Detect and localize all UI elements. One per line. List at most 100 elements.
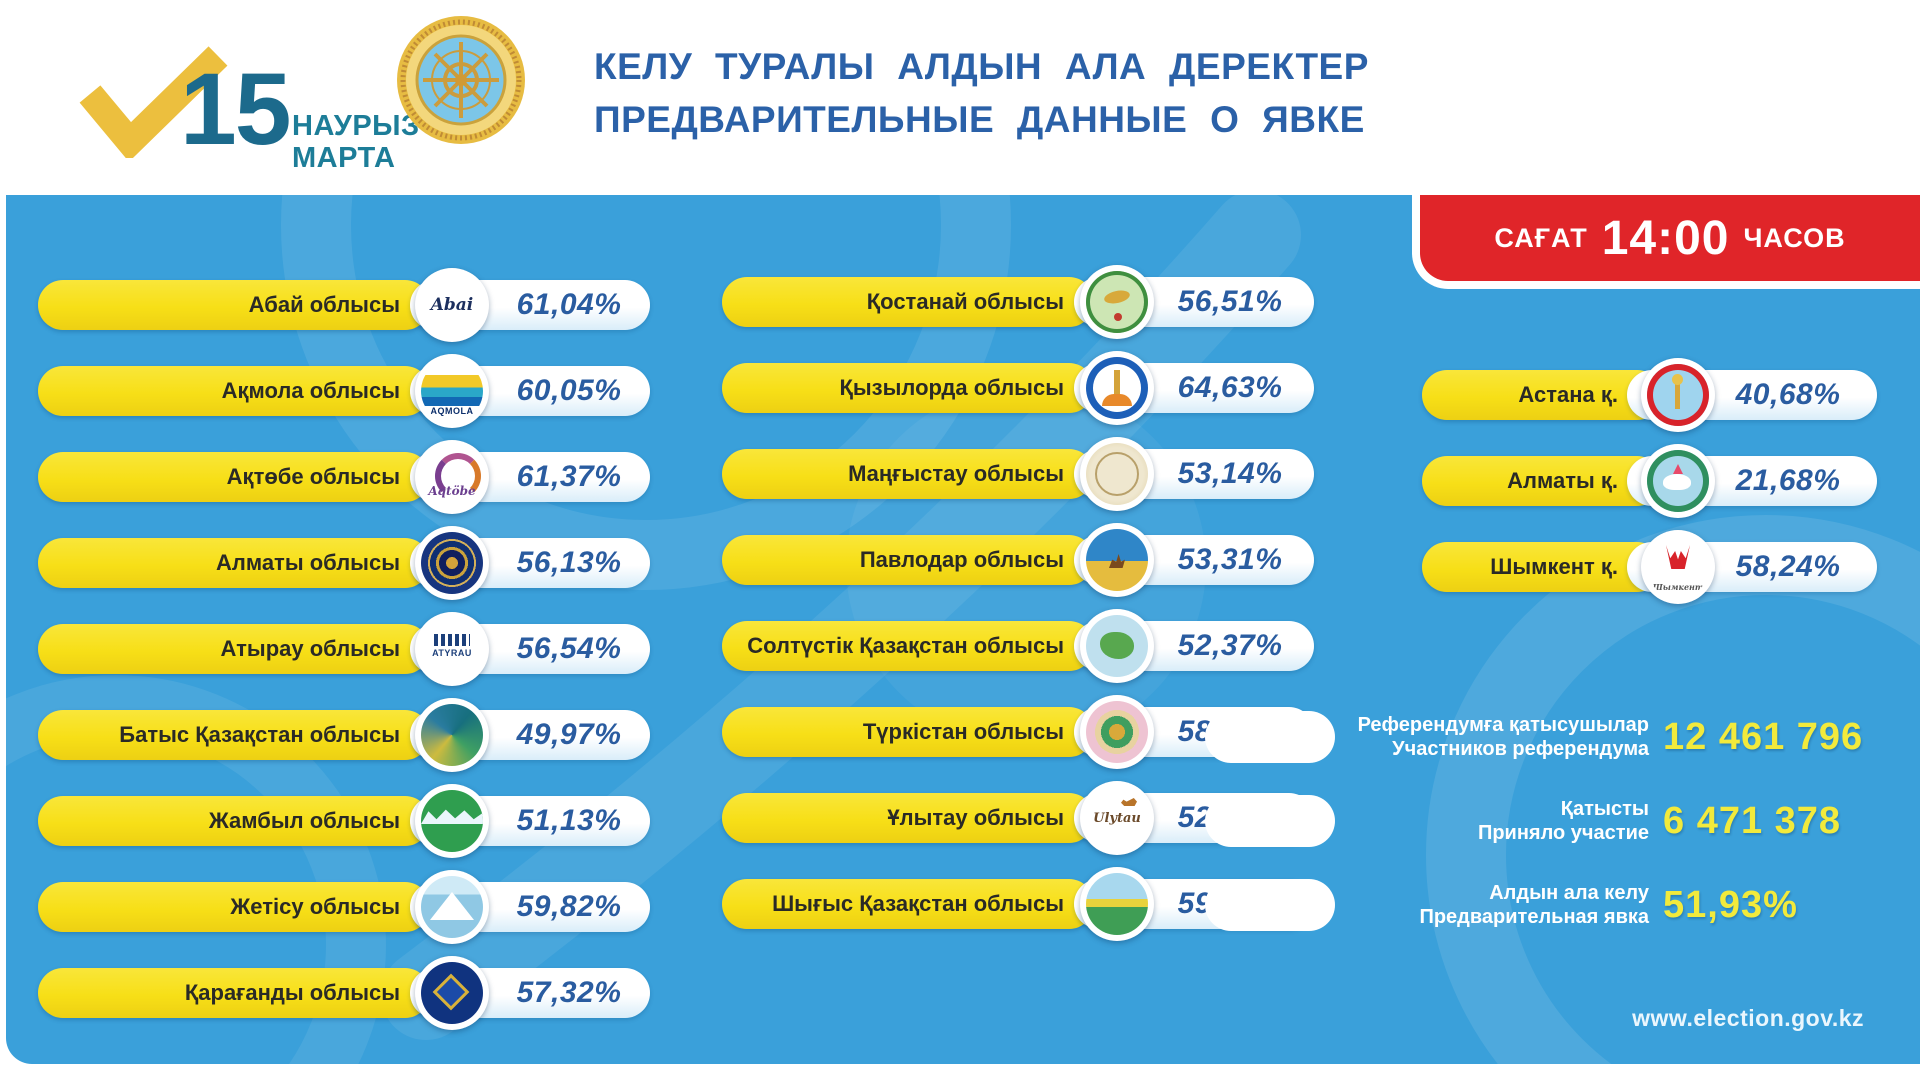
region-name: Жетісу облысы: [230, 894, 400, 919]
region-emblem-core: [1086, 529, 1148, 591]
turnout-value: 40,68%: [1735, 378, 1841, 411]
stat-value: 51,93%: [1663, 883, 1798, 926]
logo-months: НАУРЫЗ МАРТА: [292, 110, 420, 175]
region-row: Алматы облысы 56,13%: [38, 526, 650, 600]
region-name: Солтүстік Қазақстан облысы: [747, 633, 1064, 658]
region-row: Солтүстік Қазақстан облысы 52,37%: [722, 609, 1314, 683]
stat-bullet-decoration: [1205, 711, 1335, 763]
region-row: Маңғыстау облысы 53,14%: [722, 437, 1314, 511]
stat-labels: Қатысты Приняло участие: [1349, 797, 1649, 846]
region-name: Шығыс Қазақстан облысы: [772, 891, 1064, 916]
region-name-pill: Қостанай облысы: [722, 277, 1094, 327]
qyzylorda-emblem-icon: [1080, 351, 1154, 425]
turnout-value: 56,51%: [1177, 285, 1283, 318]
region-name-pill: Павлодар облысы: [722, 535, 1094, 585]
region-emblem-core: [1086, 701, 1148, 763]
turnout-value: 56,13%: [516, 546, 622, 579]
stat-label-ru: Приняло участие: [1477, 822, 1649, 844]
region-name: Ақтөбе облысы: [226, 464, 400, 489]
time-badge-red-panel: САҒАТ 14:00 ЧАСОВ: [1420, 195, 1920, 281]
logo-month-ru: МАРТА: [292, 142, 396, 175]
stat-labels: Референдумға қатысушылар Участников рефе…: [1349, 713, 1649, 762]
ulytau-emblem-icon: Ulytau: [1080, 781, 1154, 855]
turnout-value: 51,13%: [516, 804, 622, 837]
region-row: Абай облысы 61,04% Abai: [38, 268, 650, 342]
zhambyl-emblem-icon: [415, 784, 489, 858]
region-row: Павлодар облысы 53,31%: [722, 523, 1314, 597]
page-title: КЕЛУ ТУРАЛЫ АЛДЫН АЛА ДЕРЕКТЕР ПРЕДВАРИТ…: [594, 40, 1369, 146]
stat-label-kk: Референдумға қатысушылар: [1357, 713, 1649, 736]
almaty-city-emblem-icon: [1641, 444, 1715, 518]
region-emblem-core: [1086, 873, 1148, 935]
checkmark-icon: [79, 46, 228, 158]
region-row: Батыс Қазақстан облысы 49,97%: [38, 698, 650, 772]
region-row: Астана қ. 40,68%: [1422, 358, 1877, 432]
cities-column: Астана қ. 40,68% Алматы қ. 21,68% Шымкен…: [1422, 358, 1877, 604]
header: 15 НАУРЫЗ МАРТА КЕЛУ ТУРАЛЫ АЛДЫН АЛА ДЕ…: [0, 0, 1920, 195]
region-emblem-core: Aqtöbe: [421, 446, 483, 508]
turnout-board: САҒАТ 14:00 ЧАСОВ Абай облысы 61,04% Aba…: [6, 195, 1920, 1064]
title-line-kk: КЕЛУ ТУРАЛЫ АЛДЫН АЛА ДЕРЕКТЕР: [594, 46, 1369, 87]
region-name: Қызылорда облысы: [839, 375, 1064, 400]
region-emblem-core: ATYRAU: [421, 618, 483, 680]
stat-label-ru: Предварительная явка: [1419, 906, 1649, 928]
region-name: Павлодар облысы: [859, 547, 1064, 572]
stat-label-kk: Алдын ала келу: [1489, 881, 1649, 904]
region-name-pill: Жамбыл облысы: [38, 796, 430, 846]
aqmola-emblem-icon: AQMOLA: [415, 354, 489, 428]
stat-took-part: Қатысты Приняло участие 6 471 378: [1205, 789, 1863, 853]
region-emblem-text: Ulytau: [1093, 810, 1141, 826]
region-emblem-core: [421, 704, 483, 766]
region-name: Абай облысы: [248, 292, 400, 317]
region-name: Ұлытау облысы: [887, 805, 1064, 830]
region-name: Маңғыстау облысы: [848, 461, 1064, 486]
shygys-emblem-icon: [1080, 867, 1154, 941]
region-name: Батыс Қазақстан облысы: [119, 722, 400, 747]
region-row: Атырау облысы 56,54% ATYRAU: [38, 612, 650, 686]
abai-emblem-icon: Abai: [415, 268, 489, 342]
region-name-pill: Ақмола облысы: [38, 366, 430, 416]
region-name: Қарағанды облысы: [184, 980, 400, 1005]
stat-bullet-decoration: [1205, 879, 1335, 931]
logo-day: 15: [180, 52, 291, 166]
region-name: Шымкент қ.: [1490, 554, 1618, 579]
stat-label-kk: Қатысты: [1560, 797, 1649, 820]
region-row: Жетісу облысы 59,82%: [38, 870, 650, 944]
region-name: Алматы қ.: [1507, 468, 1618, 493]
region-emblem-text: AQMOLA: [430, 406, 474, 416]
turnout-value: 53,31%: [1177, 543, 1283, 576]
zhetisu-emblem-icon: [415, 870, 489, 944]
region-emblem-text: ATYRAU: [432, 648, 472, 658]
region-emblem-text: Aqtöbe: [428, 484, 476, 498]
region-name-pill: Батыс Қазақстан облысы: [38, 710, 430, 760]
region-row: Ақтөбе облысы 61,37% Aqtöbe: [38, 440, 650, 514]
region-row: Алматы қ. 21,68%: [1422, 444, 1877, 518]
region-emblem-core: [1647, 450, 1709, 512]
region-emblem-core: Abai: [421, 274, 483, 336]
region-name: Астана қ.: [1518, 382, 1618, 407]
region-name-pill: Абай облысы: [38, 280, 430, 330]
region-emblem-core: [421, 876, 483, 938]
region-name-pill: Ақтөбе облысы: [38, 452, 430, 502]
central-referendum-commission-emblem-icon: [397, 16, 525, 144]
region-name-pill: Солтүстік Қазақстан облысы: [722, 621, 1094, 671]
region-name: Ақмола облысы: [221, 378, 400, 403]
region-emblem-core: Шымкент: [1647, 536, 1709, 598]
region-emblem-text: Abai: [430, 295, 474, 315]
region-name-pill: Маңғыстау облысы: [722, 449, 1094, 499]
turnout-value: 60,05%: [516, 374, 622, 407]
atyrau-emblem-icon: ATYRAU: [415, 612, 489, 686]
turnout-value: 58,24%: [1735, 550, 1841, 583]
region-name: Түркістан облысы: [862, 719, 1064, 744]
turnout-value: 57,32%: [516, 976, 622, 1009]
region-emblem-core: [1086, 357, 1148, 419]
region-name-pill: Жетісу облысы: [38, 882, 430, 932]
website-url: www.election.gov.kz: [1632, 1005, 1864, 1031]
region-row: Қостанай облысы 56,51%: [722, 265, 1314, 339]
region-emblem-core: [421, 790, 483, 852]
logo-month-kk: НАУРЫЗ: [292, 110, 420, 142]
turnout-value: 59,82%: [516, 890, 622, 923]
turnout-value: 61,04%: [516, 288, 622, 321]
region-name-pill: Түркістан облысы: [722, 707, 1094, 757]
